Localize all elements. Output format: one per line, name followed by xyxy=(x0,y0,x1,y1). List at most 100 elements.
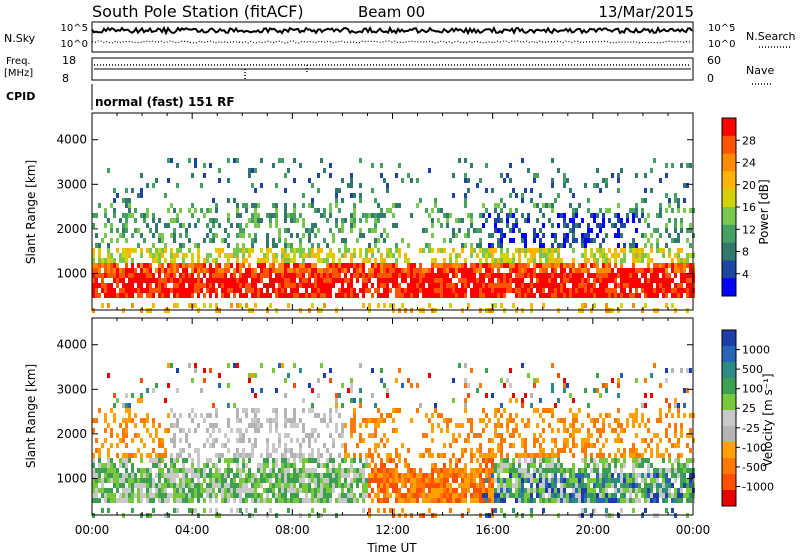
velocity-cell xyxy=(380,368,383,373)
velocity-cell xyxy=(323,418,326,423)
velocity-cell xyxy=(299,458,302,463)
power-cell xyxy=(197,253,200,258)
velocity-cell xyxy=(515,493,518,498)
velocity-cell xyxy=(614,458,617,463)
power-cell xyxy=(464,193,467,198)
velocity-cell xyxy=(272,448,275,453)
velocity-cell xyxy=(641,493,644,498)
power-cell xyxy=(503,283,506,288)
power-cell xyxy=(248,268,251,273)
power-cell xyxy=(584,278,587,283)
power-cell xyxy=(578,268,581,273)
power-cell xyxy=(110,228,113,233)
velocity-cell xyxy=(176,468,179,473)
velocity-cell xyxy=(665,368,668,373)
power-cell xyxy=(524,283,527,288)
velocity-cell xyxy=(494,468,497,473)
power-cell xyxy=(353,248,356,253)
power-cell xyxy=(251,218,254,223)
velocity-cell xyxy=(596,428,599,433)
velocity-cell xyxy=(482,428,485,433)
power-cell xyxy=(428,248,431,253)
velocity-cell xyxy=(623,483,626,488)
velocity-cell xyxy=(359,433,362,438)
power-cell xyxy=(209,253,212,258)
velocity-cell xyxy=(140,468,143,473)
velocity-cell xyxy=(389,508,392,513)
velocity-cell xyxy=(413,498,416,503)
power-cell xyxy=(218,273,221,278)
power-cell xyxy=(317,288,320,293)
velocity-cell xyxy=(221,443,224,448)
power-cell xyxy=(686,228,689,233)
power-cell xyxy=(341,283,344,288)
velocity-cell xyxy=(101,463,104,468)
velocity-cell xyxy=(575,443,578,448)
velocity-cell xyxy=(200,388,203,393)
power-cell xyxy=(473,288,476,293)
velocity-cell xyxy=(470,428,473,433)
velocity-cell xyxy=(413,488,416,493)
power-cell xyxy=(689,283,692,288)
velocity-cell xyxy=(368,508,371,513)
velocity-cell xyxy=(113,393,116,398)
power-cell xyxy=(614,293,617,298)
power-cell xyxy=(575,278,578,283)
power-cell xyxy=(188,263,191,268)
velocity-cell xyxy=(203,463,206,468)
power-cell xyxy=(560,288,563,293)
power-cell xyxy=(323,213,326,218)
power-cell xyxy=(578,273,581,278)
colorbar-swatch xyxy=(722,426,736,443)
velocity-cell xyxy=(233,363,236,368)
velocity-cell xyxy=(665,473,668,478)
velocity-cell xyxy=(659,493,662,498)
velocity-cell xyxy=(497,493,500,498)
power-cell xyxy=(497,268,500,273)
power-cell xyxy=(215,248,218,253)
velocity-cell xyxy=(287,463,290,468)
power-cell xyxy=(461,263,464,268)
velocity-cell xyxy=(245,478,248,483)
power-cell xyxy=(341,178,344,183)
power-cell xyxy=(233,198,236,203)
velocity-cell xyxy=(467,418,470,423)
velocity-cell xyxy=(689,468,692,473)
velocity-cell xyxy=(365,493,368,498)
velocity-cell xyxy=(149,478,152,483)
velocity-cell xyxy=(254,483,257,488)
power-cell xyxy=(302,283,305,288)
power-cell xyxy=(491,278,494,283)
velocity-cell xyxy=(593,418,596,423)
power-cell xyxy=(617,283,620,288)
velocity-cell xyxy=(194,483,197,488)
velocity-cell xyxy=(101,508,104,513)
velocity-cell xyxy=(458,458,461,463)
velocity-cell xyxy=(500,508,503,513)
power-cell xyxy=(341,293,344,298)
power-cell xyxy=(491,268,494,273)
power-cell xyxy=(629,268,632,273)
velocity-cell xyxy=(632,443,635,448)
power-cell xyxy=(290,248,293,253)
power-cell xyxy=(227,198,230,203)
velocity-cell xyxy=(323,478,326,483)
velocity-cell xyxy=(569,483,572,488)
power-cell xyxy=(671,163,674,168)
power-cell xyxy=(263,283,266,288)
velocity-cell xyxy=(173,468,176,473)
power-cell xyxy=(479,278,482,283)
power-cell xyxy=(689,228,692,233)
velocity-cell xyxy=(635,418,638,423)
power-cell xyxy=(140,173,143,178)
power-cell xyxy=(215,303,218,308)
power-cell xyxy=(194,158,197,163)
power-cell xyxy=(650,233,653,238)
power-cell xyxy=(515,218,518,223)
power-cell xyxy=(182,263,185,268)
power-cell xyxy=(200,268,203,273)
velocity-cell xyxy=(191,493,194,498)
power-cell xyxy=(386,288,389,293)
velocity-cell xyxy=(509,473,512,478)
velocity-cell xyxy=(656,483,659,488)
